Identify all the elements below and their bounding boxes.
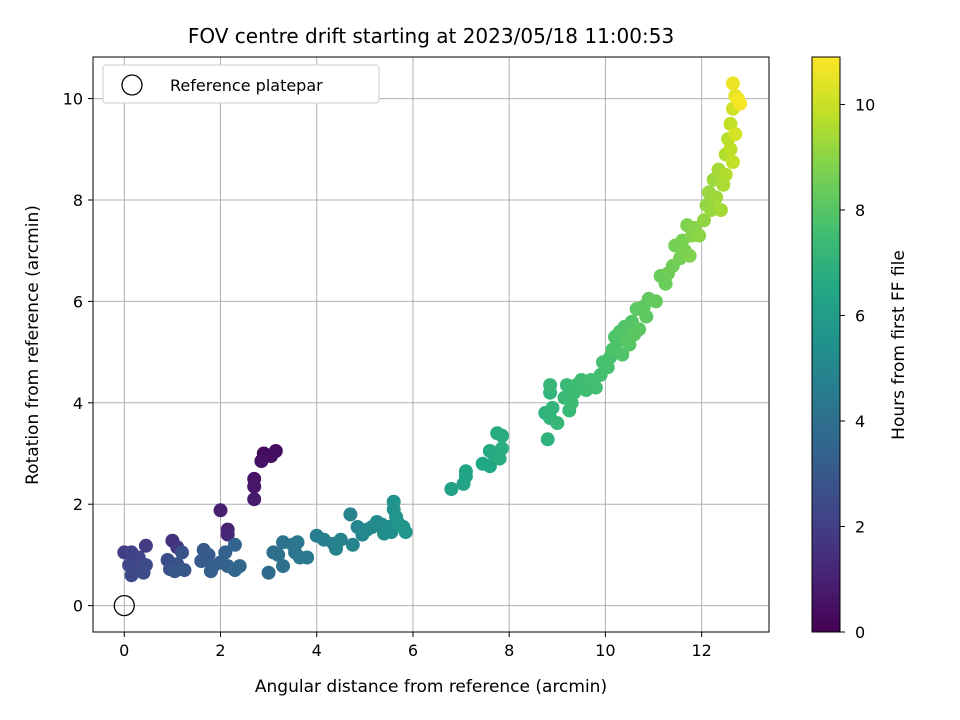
- scatter-point: [725, 76, 740, 91]
- scatter-point: [136, 565, 151, 580]
- colorbar: 0 2 4 6 8 10 Hours from first FF file: [811, 56, 909, 642]
- scatter-point: [495, 428, 509, 443]
- x-tick-label: 12: [691, 641, 711, 660]
- scatter-point: [247, 479, 262, 494]
- scatter-point: [588, 380, 603, 395]
- scatter-point: [723, 142, 738, 157]
- scatter-point: [138, 538, 153, 553]
- x-tick-label: 6: [408, 641, 418, 660]
- plot-frame: [92, 56, 770, 633]
- scatter-point: [220, 527, 235, 542]
- scatter-point: [218, 545, 233, 560]
- colorbar-gradient: [811, 56, 841, 633]
- scatter-point: [718, 167, 733, 182]
- x-tick-label: 2: [215, 641, 225, 660]
- legend: Reference platepar: [102, 64, 380, 104]
- colorbar-tick-label: 8: [855, 201, 865, 220]
- colorbar-tick-label: 10: [855, 95, 875, 114]
- scatter-point: [648, 294, 663, 309]
- y-tick-label: 6: [73, 292, 83, 311]
- colorbar-tick-label: 6: [855, 306, 865, 325]
- legend-marker: [121, 74, 143, 96]
- scatter-point: [540, 432, 555, 447]
- scatter-point: [639, 309, 654, 324]
- scatter-point: [261, 565, 276, 580]
- scatter-point: [300, 550, 315, 565]
- reference-point: [113, 594, 135, 617]
- x-tick-label: 0: [119, 641, 129, 660]
- colorbar-ticks: 0 2 4 6 8 10: [840, 95, 875, 642]
- scatter-point: [550, 416, 565, 431]
- gridlines: [93, 57, 769, 632]
- scatter-point: [492, 451, 507, 466]
- scatter-point: [227, 537, 242, 552]
- scatter-point: [232, 559, 247, 574]
- scatter-point: [290, 535, 305, 550]
- colorbar-label: Hours from first FF file: [889, 250, 909, 440]
- plot-background: [93, 57, 769, 632]
- scatter-point: [333, 532, 348, 547]
- y-tick-label: 4: [73, 394, 83, 413]
- scatter-point: [458, 464, 473, 479]
- scatter-point: [543, 378, 558, 393]
- scatter-point: [276, 559, 290, 574]
- scatter-point: [203, 564, 218, 579]
- scatter-point: [733, 96, 748, 111]
- scatter-point: [444, 482, 459, 496]
- scatter-point: [692, 228, 707, 243]
- scatter-point: [682, 248, 697, 263]
- scatter-point: [545, 400, 560, 415]
- scatter-point: [632, 322, 647, 337]
- scatter-point: [725, 155, 740, 169]
- chart-title: FOV centre drift starting at 2023/05/18 …: [188, 24, 674, 48]
- scatter-point: [343, 507, 358, 522]
- colorbar-tick-label: 2: [855, 517, 865, 536]
- scatter-point: [167, 564, 182, 579]
- x-tick-label: 8: [504, 641, 514, 660]
- scatter-point: [709, 190, 724, 205]
- scatter-point: [398, 525, 413, 540]
- colorbar-tick-label: 0: [855, 623, 865, 642]
- x-tick-label: 10: [595, 641, 615, 660]
- scatter-point: [201, 547, 216, 562]
- scatter-point: [704, 203, 719, 218]
- scatter-point: [345, 537, 360, 552]
- x-tick-label: 4: [312, 641, 322, 660]
- scatter-point: [175, 545, 189, 560]
- scatter-point: [615, 347, 630, 362]
- scatter-point: [697, 213, 711, 228]
- legend-box: [102, 64, 380, 104]
- scatter-point: [254, 454, 269, 469]
- scatter-point: [271, 547, 286, 562]
- scatter-point: [728, 127, 743, 142]
- scatter-point: [713, 203, 728, 218]
- scatter-points: [117, 76, 748, 583]
- y-tick-label: 8: [73, 191, 83, 210]
- y-axis-ticks: 0 2 4 6 8 10: [63, 90, 93, 616]
- legend-entry-label: Reference platepar: [170, 76, 323, 95]
- scatter-point: [247, 492, 262, 507]
- x-axis-label: Angular distance from reference (arcmin): [255, 677, 607, 697]
- y-tick-label: 10: [63, 90, 83, 109]
- x-axis-ticks: 0 2 4 6 8 10 12: [119, 632, 712, 660]
- y-tick-label: 2: [73, 495, 83, 514]
- y-axis-label: Rotation from reference (arcmin): [23, 205, 43, 485]
- colorbar-tick-label: 4: [855, 412, 865, 431]
- plot-area: 0 2 4 6 8 10 12 0 2 4 6 8 10: [63, 56, 770, 660]
- scatter-point: [213, 503, 228, 518]
- y-tick-label: 0: [73, 597, 83, 616]
